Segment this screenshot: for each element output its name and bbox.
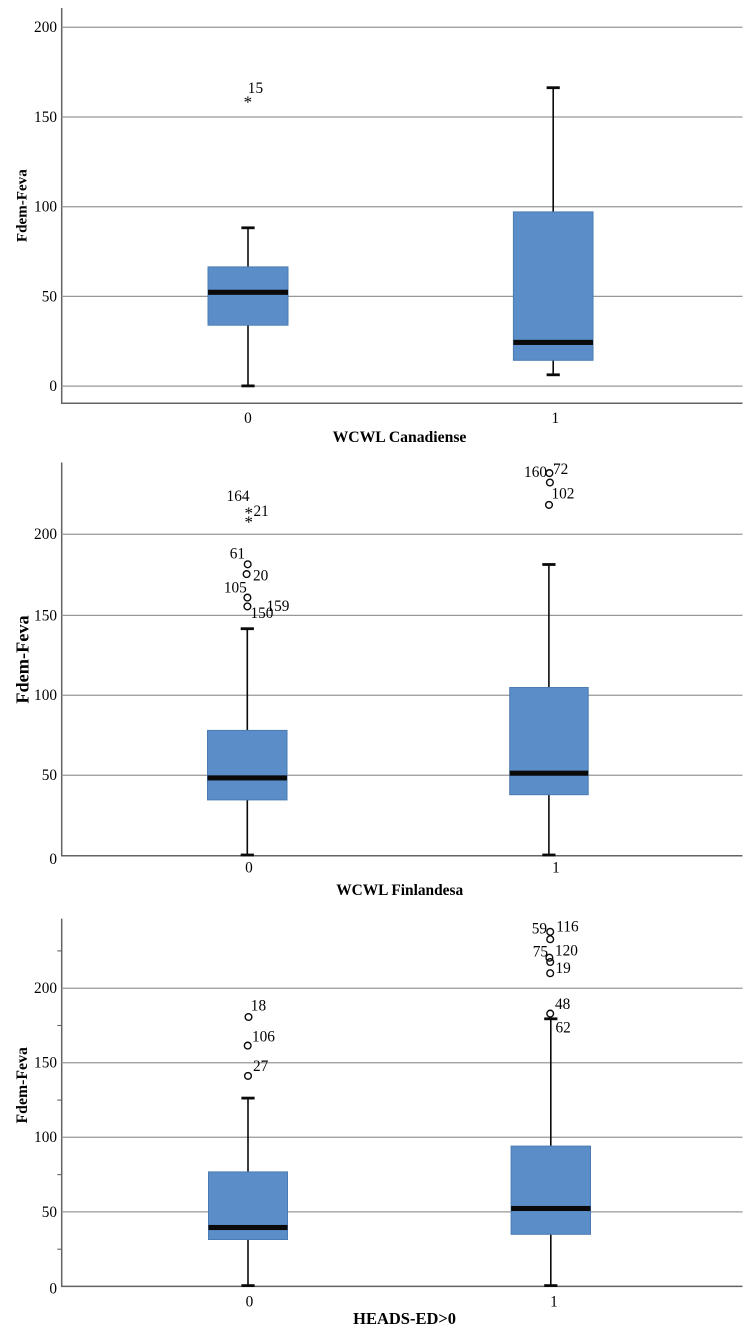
- svg-text:0: 0: [49, 378, 57, 395]
- svg-text:100: 100: [34, 687, 57, 704]
- svg-text:164: 164: [227, 488, 250, 505]
- svg-text:0: 0: [49, 1281, 57, 1298]
- svg-text:150: 150: [251, 605, 274, 622]
- svg-text:19: 19: [556, 960, 572, 977]
- svg-text:Fdem-Feva: Fdem-Feva: [14, 169, 30, 242]
- svg-text:200: 200: [34, 526, 57, 543]
- svg-text:120: 120: [555, 943, 578, 960]
- svg-text:106: 106: [252, 1029, 275, 1046]
- svg-text:62: 62: [556, 1020, 571, 1037]
- svg-text:150: 150: [34, 607, 57, 624]
- svg-text:WCWL Finlandesa: WCWL Finlandesa: [336, 882, 463, 899]
- svg-text:*: *: [244, 504, 253, 523]
- svg-text:21: 21: [254, 503, 269, 520]
- svg-text:20: 20: [253, 568, 269, 585]
- svg-text:105: 105: [224, 580, 247, 597]
- svg-text:116: 116: [556, 919, 579, 936]
- svg-text:Fdem-Feva: Fdem-Feva: [14, 1047, 31, 1123]
- svg-text:150: 150: [34, 1055, 57, 1072]
- svg-text:159: 159: [267, 598, 290, 615]
- svg-text:48: 48: [555, 996, 571, 1013]
- svg-text:1: 1: [551, 410, 559, 427]
- svg-text:27: 27: [253, 1058, 269, 1075]
- svg-text:Fdem-Feva: Fdem-Feva: [12, 615, 32, 703]
- svg-text:102: 102: [552, 486, 575, 503]
- svg-text:15: 15: [248, 80, 264, 97]
- svg-text:100: 100: [34, 1129, 57, 1146]
- svg-text:72: 72: [553, 461, 568, 478]
- svg-text:75: 75: [533, 944, 549, 961]
- svg-text:*: *: [244, 92, 253, 111]
- svg-text:61: 61: [230, 546, 245, 563]
- svg-text:*: *: [244, 513, 253, 532]
- svg-text:0: 0: [245, 859, 253, 876]
- svg-text:50: 50: [42, 1204, 58, 1221]
- svg-text:200: 200: [34, 19, 57, 36]
- svg-text:100: 100: [34, 199, 57, 216]
- svg-text:50: 50: [42, 767, 58, 784]
- svg-text:160: 160: [524, 464, 547, 481]
- svg-text:WCWL Canadiense: WCWL Canadiense: [333, 429, 467, 446]
- svg-text:50: 50: [42, 288, 58, 305]
- svg-text:200: 200: [34, 980, 57, 997]
- svg-text:0: 0: [244, 410, 252, 427]
- svg-text:HEADS-ED>0: HEADS-ED>0: [353, 1309, 456, 1328]
- svg-text:1: 1: [550, 1293, 558, 1310]
- svg-text:0: 0: [49, 851, 57, 868]
- svg-text:0: 0: [246, 1293, 254, 1310]
- svg-text:18: 18: [251, 998, 267, 1015]
- svg-text:1: 1: [552, 859, 560, 876]
- svg-text:150: 150: [34, 109, 57, 126]
- svg-text:59: 59: [532, 921, 548, 938]
